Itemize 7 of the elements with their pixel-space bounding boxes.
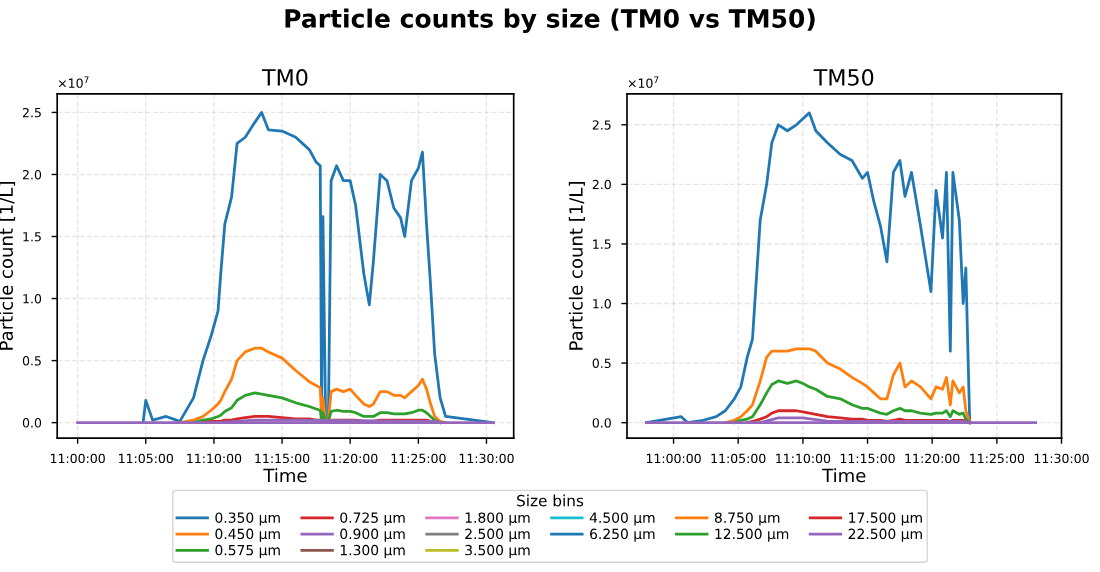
text: Particle counts by size (TM0 vs TM50) <box>285 8 815 33</box>
chart-title: TM0 <box>261 68 308 86</box>
chart-title: TM50 <box>813 68 874 86</box>
y-axis-title: Particle count [1/L] <box>568 182 585 350</box>
y-axis-title: Particle count [1/L] <box>0 182 16 350</box>
x-axis-title: Time <box>822 468 866 483</box>
x-axis-title: Time <box>263 468 307 483</box>
